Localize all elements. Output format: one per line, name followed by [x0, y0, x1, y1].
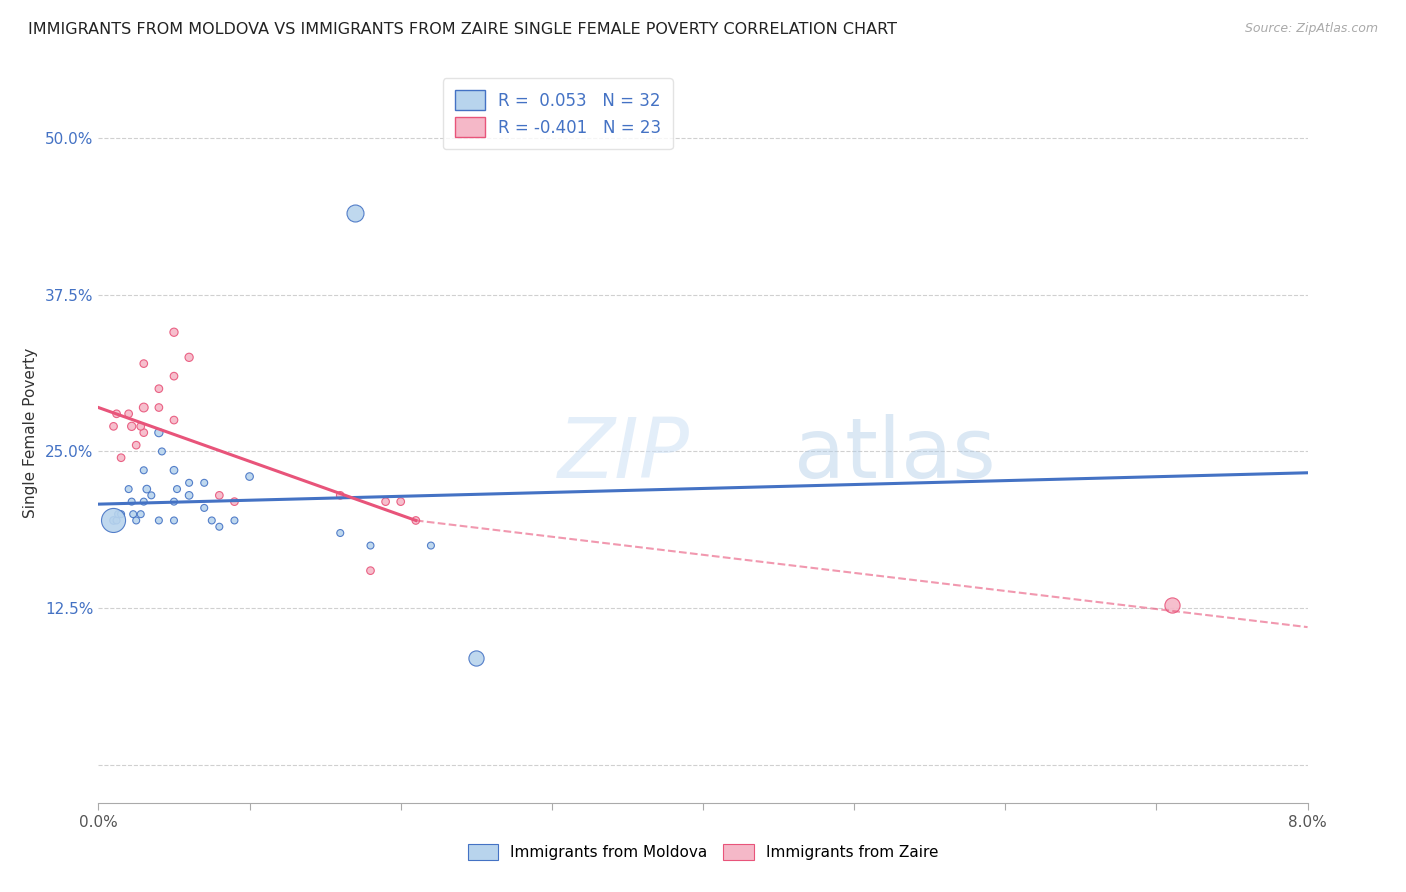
Point	[179, 475, 201, 490]
Point	[148, 425, 170, 440]
Legend: R =  0.053   N = 32, R = -0.401   N = 23: R = 0.053 N = 32, R = -0.401 N = 23	[443, 78, 673, 149]
Point	[344, 206, 367, 220]
Point	[105, 513, 128, 527]
Point	[118, 407, 141, 421]
Point	[148, 401, 170, 415]
Point	[163, 325, 186, 339]
Point	[201, 513, 224, 527]
Point	[125, 438, 148, 452]
Text: atlas: atlas	[793, 414, 995, 495]
Point	[224, 494, 246, 508]
Point	[110, 450, 132, 465]
Point	[122, 507, 145, 521]
Point	[166, 482, 188, 496]
Point	[179, 488, 201, 502]
Point	[179, 351, 201, 365]
Point	[465, 651, 488, 665]
Point	[360, 564, 382, 578]
Point	[132, 463, 155, 477]
Point	[132, 357, 155, 371]
Point	[107, 507, 129, 521]
Point	[105, 407, 128, 421]
Point	[163, 413, 186, 427]
Point	[239, 469, 262, 483]
Point	[132, 494, 155, 508]
Point	[193, 500, 215, 515]
Legend: Immigrants from Moldova, Immigrants from Zaire: Immigrants from Moldova, Immigrants from…	[461, 838, 945, 866]
Point	[389, 494, 412, 508]
Point	[132, 401, 155, 415]
Text: IMMIGRANTS FROM MOLDOVA VS IMMIGRANTS FROM ZAIRE SINGLE FEMALE POVERTY CORRELATI: IMMIGRANTS FROM MOLDOVA VS IMMIGRANTS FR…	[28, 22, 897, 37]
Point	[420, 539, 443, 553]
Point	[103, 513, 125, 527]
Point	[148, 382, 170, 396]
Point	[163, 494, 186, 508]
Text: Source: ZipAtlas.com: Source: ZipAtlas.com	[1244, 22, 1378, 36]
Point	[129, 507, 152, 521]
Point	[135, 482, 157, 496]
Point	[193, 475, 215, 490]
Point	[163, 369, 186, 384]
Point	[1160, 598, 1182, 612]
Point	[125, 513, 148, 527]
Point	[110, 507, 132, 521]
Point	[121, 419, 143, 434]
Point	[360, 539, 382, 553]
Point	[103, 419, 125, 434]
Point	[405, 513, 427, 527]
Point	[374, 494, 396, 508]
Point	[208, 488, 231, 502]
Point	[224, 513, 246, 527]
Point	[132, 425, 155, 440]
Point	[118, 482, 141, 496]
Point	[129, 419, 152, 434]
Point	[163, 513, 186, 527]
Point	[121, 494, 143, 508]
Point	[163, 463, 186, 477]
Point	[208, 520, 231, 534]
Point	[148, 513, 170, 527]
Point	[329, 488, 352, 502]
Point	[141, 488, 163, 502]
Text: ZIP: ZIP	[558, 414, 690, 495]
Y-axis label: Single Female Poverty: Single Female Poverty	[22, 348, 38, 517]
Point	[329, 526, 352, 541]
Point	[150, 444, 173, 458]
Point	[103, 513, 125, 527]
